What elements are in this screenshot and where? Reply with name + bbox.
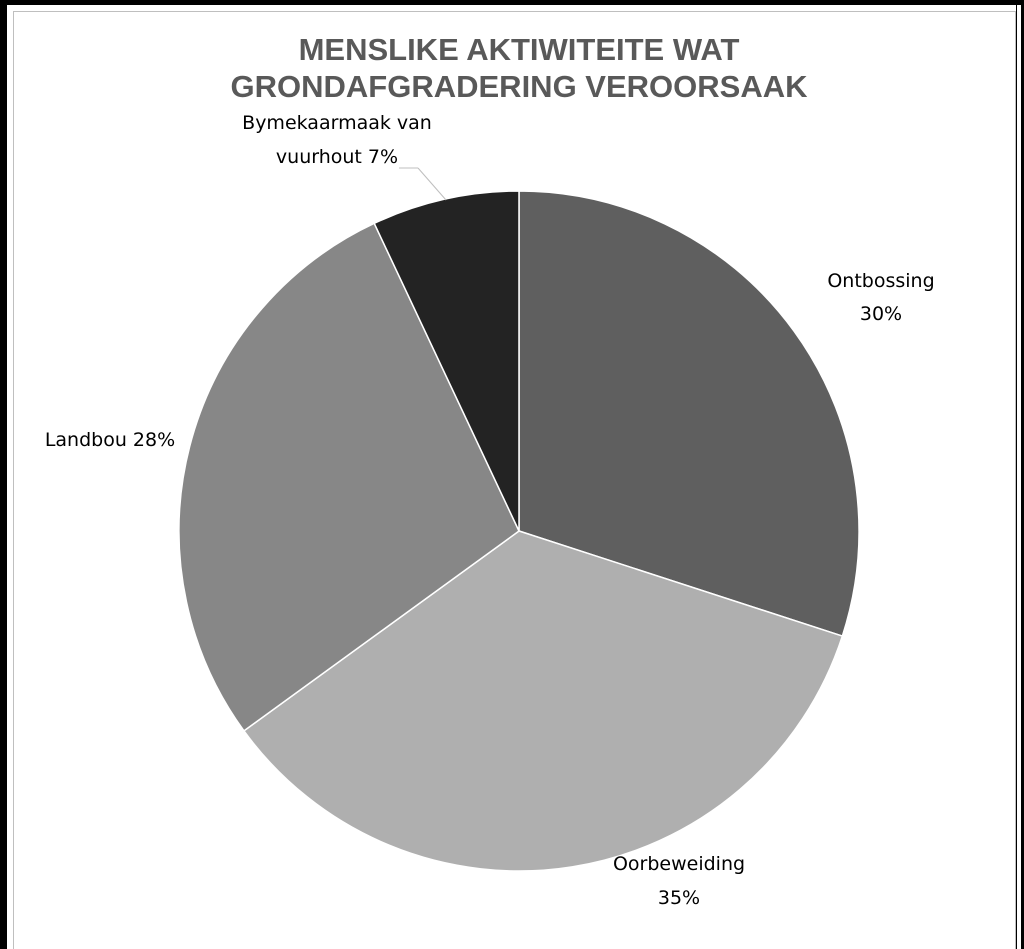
chart-title-line-2: GRONDAFGRADERING VEROORSAAK <box>231 69 809 104</box>
chart-area-border <box>13 11 1016 949</box>
leader-line <box>417 167 447 201</box>
pie-slice-oorbeweiding <box>242 530 844 872</box>
pie-slices <box>178 190 860 872</box>
pie-slice-ontbossing <box>518 190 860 638</box>
chart-title-line-1: MENSLIKE AKTIWITEITE WAT <box>299 32 740 67</box>
right-border-line <box>1016 0 1017 949</box>
label-oorbeweiding-percent: 35% <box>658 887 700 909</box>
label-vuurhout-line-2: vuurhout 7% <box>276 146 398 168</box>
label-ontbossing-name: Ontbossing <box>827 270 934 292</box>
label-ontbossing-percent: 30% <box>860 303 902 325</box>
label-landbou: Landbou 28% <box>45 429 175 451</box>
pie-slice-landbou <box>178 222 520 732</box>
label-oorbeweiding-name: Oorbeweiding <box>613 853 745 875</box>
label-vuurhout-line-1: Bymekaarmaak van <box>242 112 432 134</box>
